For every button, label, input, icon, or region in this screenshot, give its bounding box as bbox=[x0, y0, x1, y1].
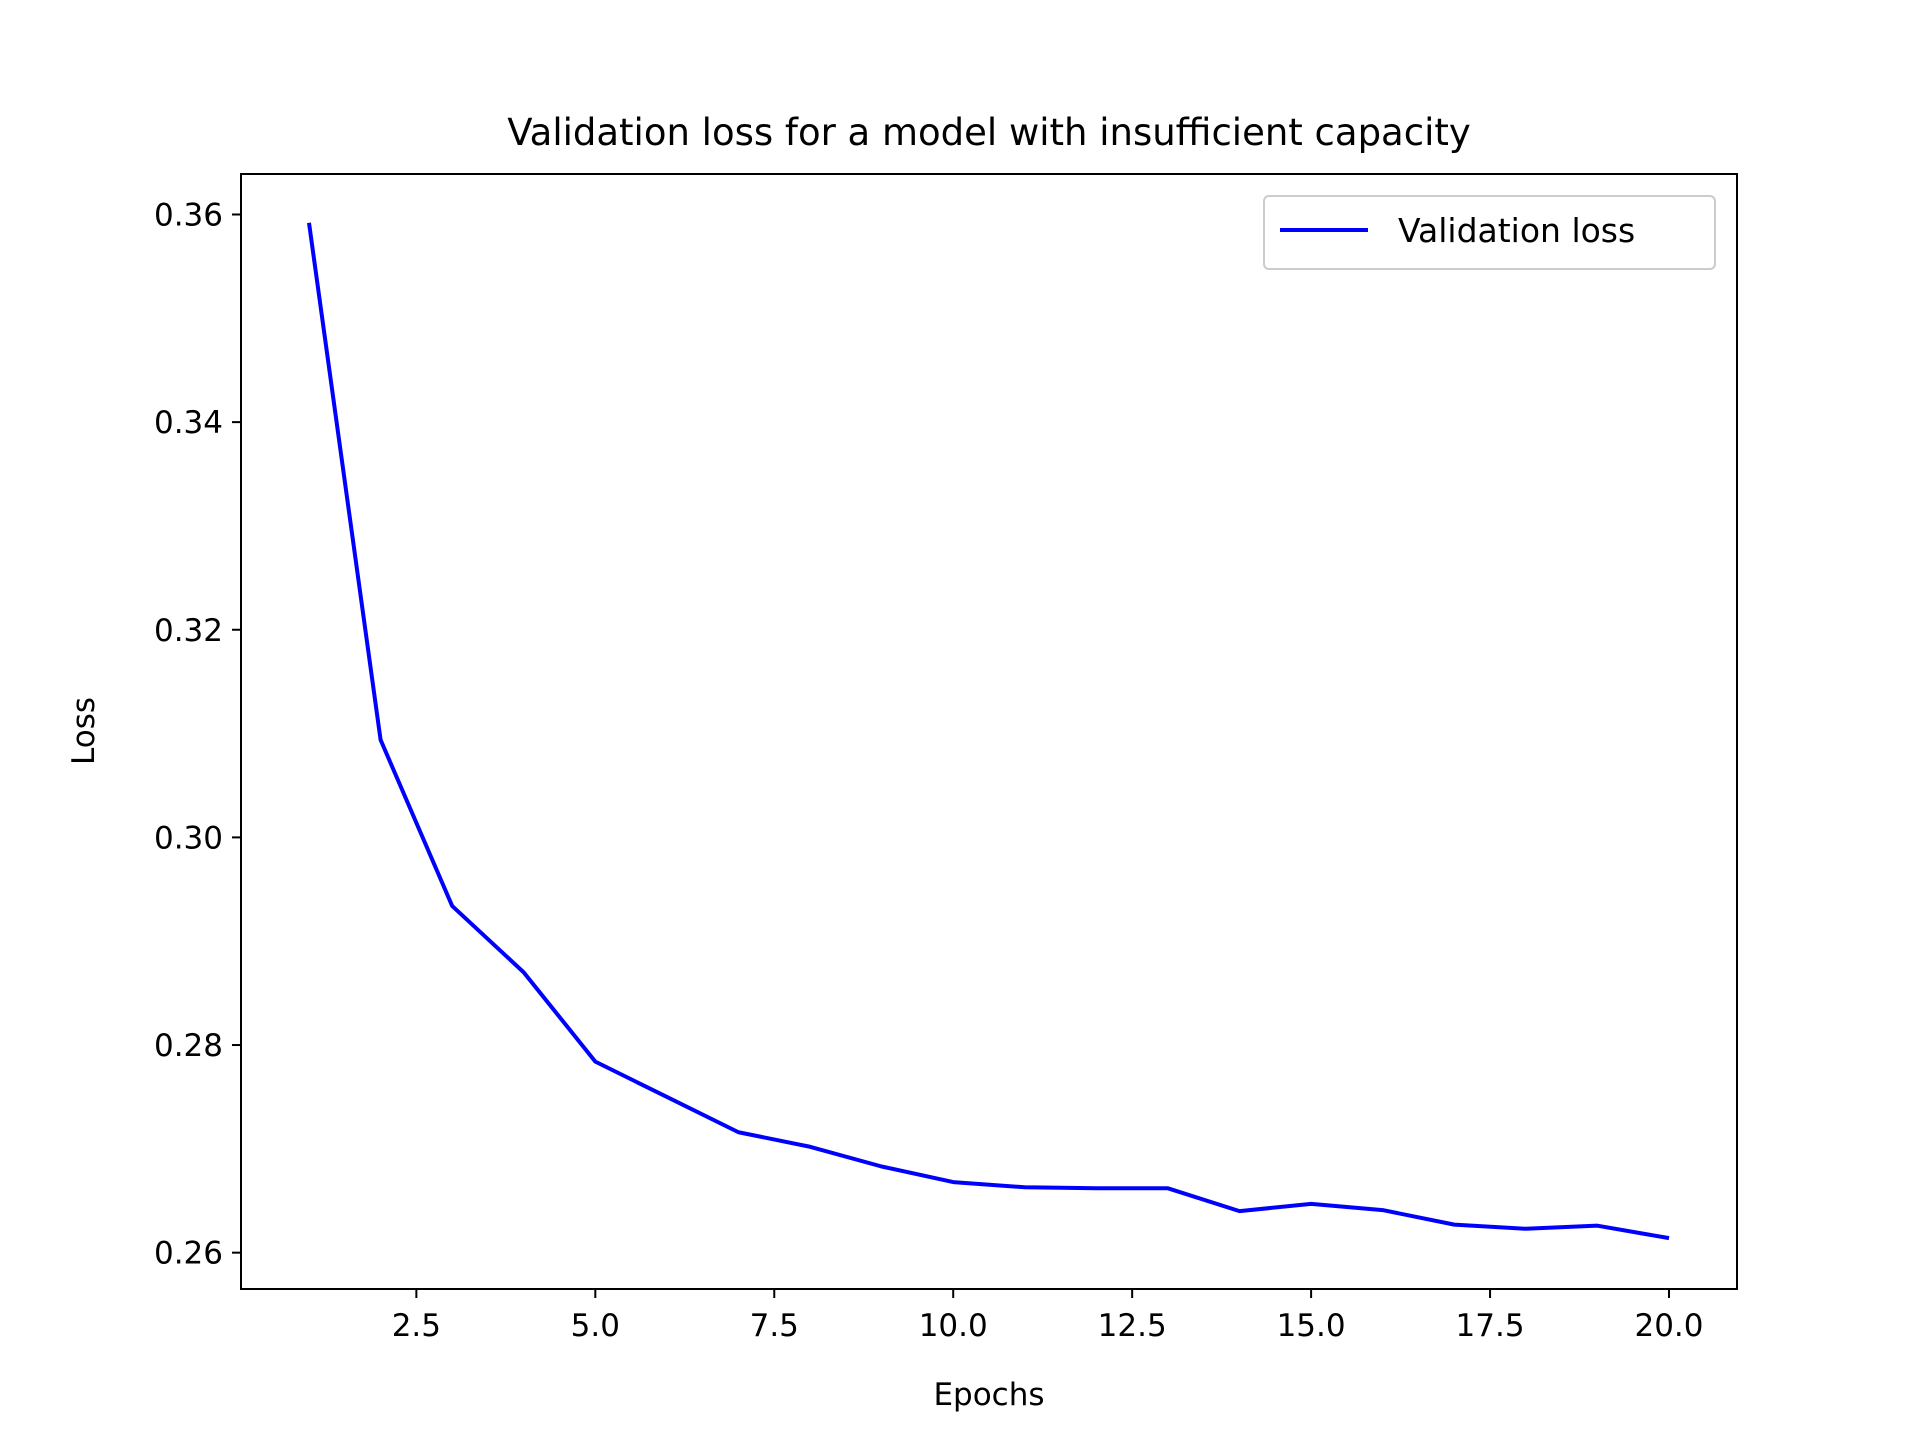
chart-title: Validation loss for a model with insuffi… bbox=[507, 111, 1471, 154]
x-tick-label: 2.5 bbox=[392, 1308, 441, 1344]
x-tick-label: 15.0 bbox=[1277, 1308, 1346, 1344]
x-tick-label: 12.5 bbox=[1098, 1308, 1167, 1344]
legend-label: Validation loss bbox=[1398, 211, 1635, 250]
axes-frame bbox=[240, 173, 1738, 1290]
legend-box bbox=[1263, 195, 1716, 270]
y-tick-label: 0.34 bbox=[154, 405, 223, 441]
y-axis-label: Loss bbox=[66, 697, 102, 765]
y-tick-label: 0.36 bbox=[154, 197, 223, 233]
y-tick-label: 0.28 bbox=[154, 1028, 223, 1064]
x-tick-label: 17.5 bbox=[1456, 1308, 1525, 1344]
legend: Validation loss bbox=[1263, 195, 1716, 270]
x-tick-label: 20.0 bbox=[1634, 1308, 1703, 1344]
x-tick-label: 10.0 bbox=[919, 1308, 988, 1344]
x-axis-label: Epochs bbox=[933, 1377, 1044, 1413]
y-tick-label: 0.30 bbox=[154, 820, 223, 856]
x-tick-label: 5.0 bbox=[571, 1308, 620, 1344]
y-tick-label: 0.26 bbox=[154, 1236, 223, 1272]
x-tick-label: 7.5 bbox=[750, 1308, 799, 1344]
y-tick-label: 0.32 bbox=[154, 613, 223, 649]
series-line-validation-loss bbox=[307, 222, 1670, 1241]
